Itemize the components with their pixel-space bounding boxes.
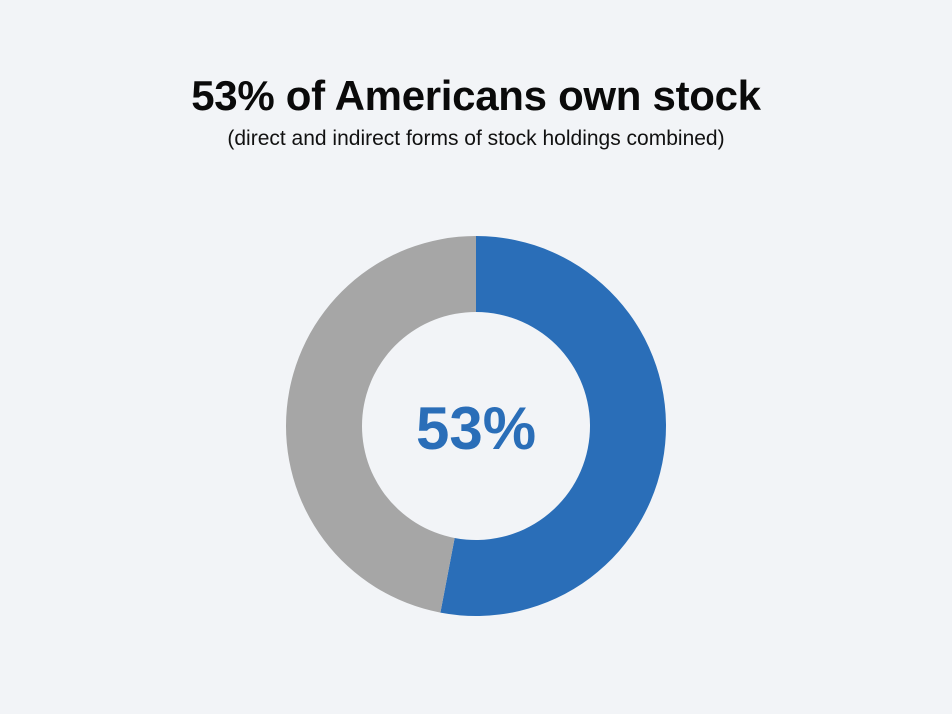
chart-title: 53% of Americans own stock bbox=[191, 72, 761, 119]
donut-slice-0 bbox=[440, 236, 666, 616]
donut-slices bbox=[285, 236, 666, 616]
donut-center-label: 53% bbox=[416, 395, 536, 462]
donut-slice-1 bbox=[285, 236, 476, 613]
chart-subtitle: (direct and indirect forms of stock hold… bbox=[227, 127, 725, 150]
